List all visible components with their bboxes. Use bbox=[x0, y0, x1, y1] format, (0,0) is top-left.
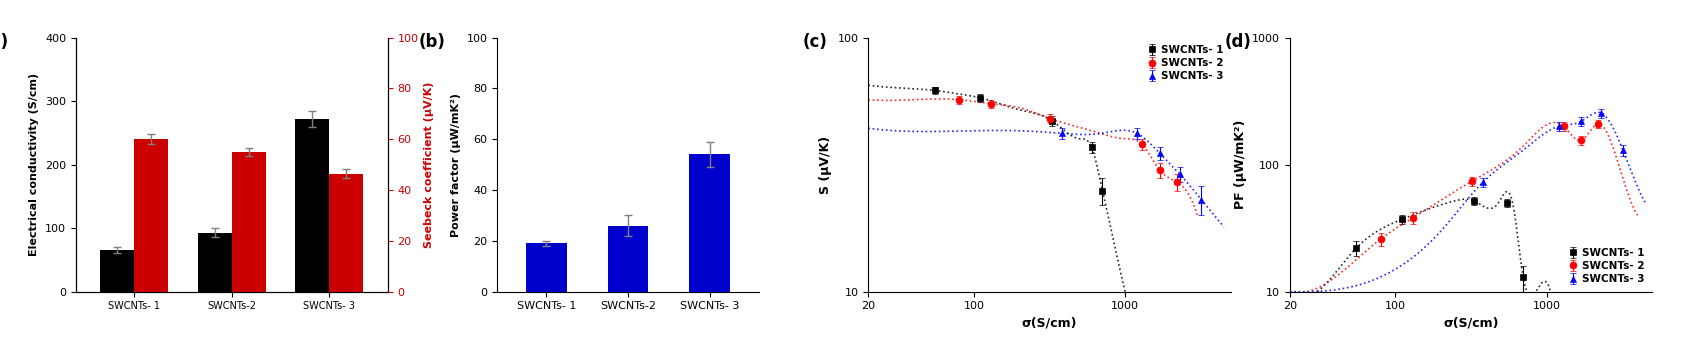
Bar bbox=[295, 119, 329, 292]
Bar bbox=[329, 174, 364, 292]
Bar bbox=[135, 139, 169, 292]
Y-axis label: Power factor (μW/mK²): Power factor (μW/mK²) bbox=[452, 93, 460, 237]
Legend: SWCNTs- 1, SWCNTs- 2, SWCNTs- 3: SWCNTs- 1, SWCNTs- 2, SWCNTs- 3 bbox=[1566, 246, 1647, 286]
Text: (d): (d) bbox=[1224, 33, 1251, 51]
Y-axis label: Seebeck coefficient (μV/K): Seebeck coefficient (μV/K) bbox=[425, 81, 433, 248]
X-axis label: σ(S/cm): σ(S/cm) bbox=[1443, 317, 1499, 330]
Text: (c): (c) bbox=[803, 33, 828, 51]
Bar bbox=[526, 243, 566, 292]
Bar bbox=[607, 226, 649, 292]
Text: (b): (b) bbox=[418, 33, 445, 51]
Text: (a): (a) bbox=[0, 33, 8, 51]
Y-axis label: PF (μW/mK²): PF (μW/mK²) bbox=[1234, 120, 1246, 209]
Y-axis label: Electrical conductivity (S/cm): Electrical conductivity (S/cm) bbox=[29, 73, 39, 256]
Bar bbox=[231, 152, 266, 292]
Bar bbox=[197, 233, 231, 292]
X-axis label: σ(S/cm): σ(S/cm) bbox=[1022, 317, 1077, 330]
Bar bbox=[99, 250, 135, 292]
Y-axis label: S (μV/K): S (μV/K) bbox=[819, 135, 831, 194]
Legend: SWCNTs- 1, SWCNTs- 2, SWCNTs- 3: SWCNTs- 1, SWCNTs- 2, SWCNTs- 3 bbox=[1145, 43, 1226, 83]
Bar bbox=[690, 154, 730, 292]
